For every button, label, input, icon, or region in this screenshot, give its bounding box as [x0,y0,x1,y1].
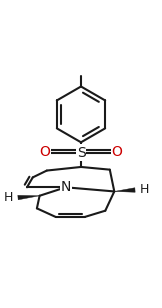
Text: S: S [77,146,85,160]
Text: O: O [112,145,122,159]
Text: O: O [40,145,50,159]
Text: H: H [140,183,150,196]
Text: H: H [3,191,13,204]
Polygon shape [114,188,135,192]
Text: N: N [61,180,71,194]
Polygon shape [18,195,40,200]
